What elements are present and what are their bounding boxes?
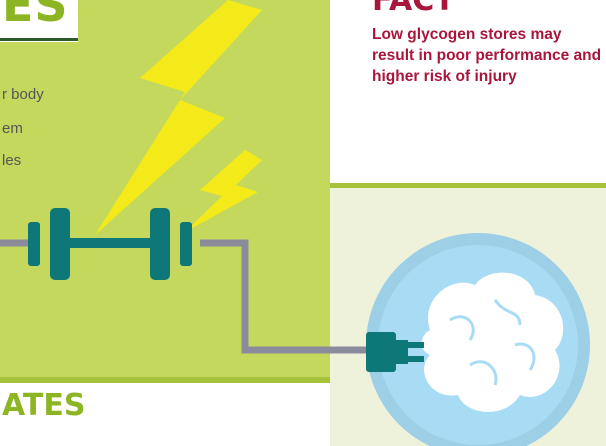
body-line: r body (2, 86, 44, 103)
body-line: em (2, 120, 23, 137)
panel-border (0, 377, 330, 383)
fact-title: FACT (372, 0, 455, 18)
page: ES r body em les FACT Low glycogen store… (0, 0, 606, 446)
section-title: ATES (2, 388, 85, 423)
header-underline (0, 38, 78, 41)
body-line: les (2, 152, 21, 169)
fact-text: Low glycogen stores may result in poor p… (372, 24, 602, 87)
divider (330, 183, 606, 188)
header-title: ES (2, 0, 69, 32)
